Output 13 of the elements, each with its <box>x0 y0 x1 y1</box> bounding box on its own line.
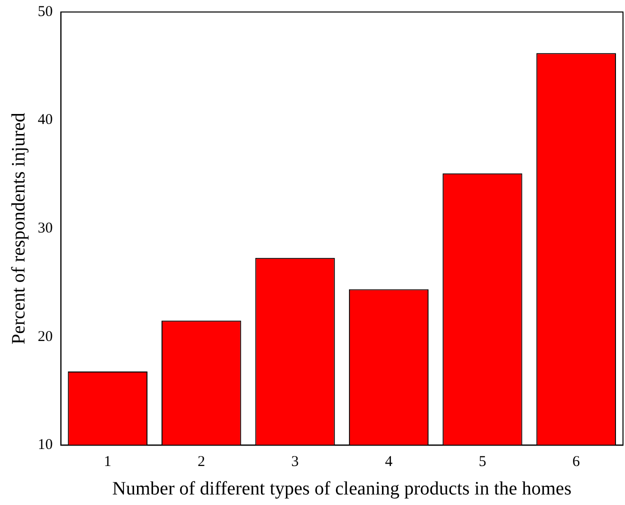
y-tick-label: 40 <box>38 112 53 128</box>
y-axis-title: Percent of respondents injured <box>8 112 30 344</box>
y-tick-label: 10 <box>38 437 53 454</box>
x-tick-label: 4 <box>385 454 393 470</box>
x-tick-label: 6 <box>572 454 580 470</box>
y-tick-label: 20 <box>38 328 53 345</box>
x-tick-label: 1 <box>104 454 112 470</box>
x-tick-label: 5 <box>478 454 486 470</box>
x-axis-title: Number of different types of cleaning products in the homes <box>112 478 572 500</box>
x-tick-label: 3 <box>291 454 299 470</box>
x-tick-label: 2 <box>198 454 206 470</box>
y-tick-label: 50 <box>38 4 53 20</box>
y-tick-label: 30 <box>38 220 53 237</box>
